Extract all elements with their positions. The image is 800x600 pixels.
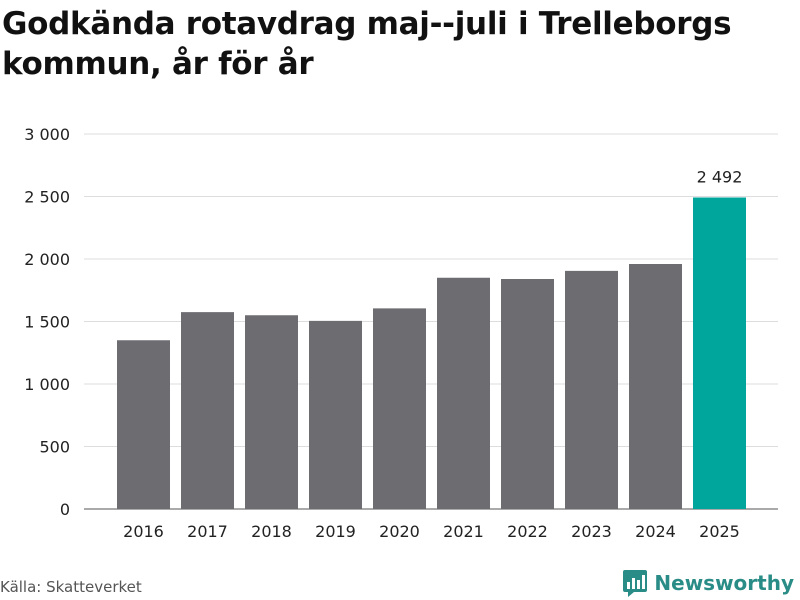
y-tick-label: 2 500: [24, 188, 70, 207]
y-tick-label: 0: [60, 500, 70, 519]
bar-2020: [373, 308, 426, 509]
y-tick-label: 2 000: [24, 250, 70, 269]
bar-2022: [501, 279, 554, 509]
data-label: 2 492: [697, 168, 743, 187]
x-tick-label: 2020: [379, 522, 420, 541]
x-tick-label: 2023: [571, 522, 612, 541]
brand-logo: Newsworthy: [622, 568, 794, 598]
source-note: Källa: Skatteverket: [0, 578, 142, 596]
y-tick-label: 1 500: [24, 313, 70, 332]
y-axis-labels: 0 500 1 000 1 500 2 000 2 500 3 000: [24, 125, 70, 519]
bars: [117, 197, 746, 509]
chart-title: Godkända rotavdrag maj--juli i Trellebor…: [2, 6, 732, 82]
bar-2024: [629, 264, 682, 509]
x-tick-label: 2021: [443, 522, 484, 541]
y-tick-label: 500: [39, 438, 70, 457]
x-tick-label: 2017: [187, 522, 228, 541]
data-labels: 2 492: [697, 168, 743, 187]
x-tick-label: 2025: [699, 522, 740, 541]
bar-2016: [117, 340, 170, 509]
x-tick-label: 2018: [251, 522, 292, 541]
bar-2017: [181, 312, 234, 509]
x-tick-label: 2019: [315, 522, 356, 541]
bar-2018: [245, 315, 298, 509]
bar-2023: [565, 270, 618, 509]
newsworthy-logo-icon: [623, 570, 648, 597]
x-tick-label: 2024: [635, 522, 676, 541]
x-tick-label: 2016: [123, 522, 164, 541]
bar-2025: [693, 197, 746, 509]
y-tick-label: 3 000: [24, 125, 70, 144]
bar-2021: [437, 277, 490, 509]
brand-name: Newsworthy: [654, 571, 794, 595]
y-tick-label: 1 000: [24, 375, 70, 394]
x-axis-labels: 2016 2017 2018 2019 2020 2021 2022 2023 2024 2025: [123, 522, 740, 541]
x-tick-label: 2022: [507, 522, 548, 541]
bar-2019: [309, 320, 362, 509]
